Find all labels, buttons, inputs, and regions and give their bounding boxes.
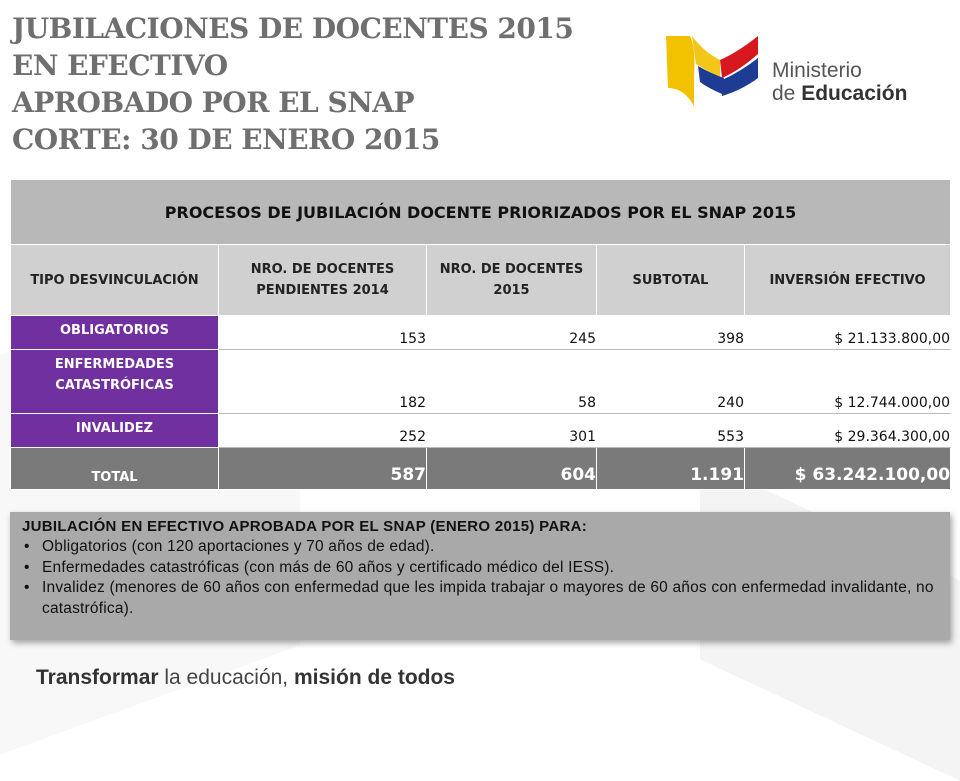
cell-subtotal: 240 bbox=[596, 349, 745, 414]
total-row: TOTAL 587 604 1.191 $ 63.242.100,00 bbox=[10, 447, 952, 490]
logo-prefix: de bbox=[772, 82, 802, 105]
approval-note-box: JUBILACIÓN EN EFECTIVO APROBADA POR EL S… bbox=[10, 512, 950, 640]
total-label: TOTAL bbox=[10, 447, 219, 490]
row-type: ENFERMEDADES CATASTRÓFICAS bbox=[10, 349, 219, 414]
table-row: ENFERMEDADES CATASTRÓFICAS 182 58 240 $ … bbox=[10, 349, 952, 414]
page-title: JUBILACIONES DE DOCENTES 2015 EN EFECTIV… bbox=[12, 10, 574, 158]
title-line: CORTE: 30 DE ENERO 2015 bbox=[12, 123, 440, 156]
row-type: INVALIDEZ bbox=[10, 413, 219, 448]
cell-pending-2014: 182 bbox=[218, 349, 427, 414]
total-subtotal: 1.191 bbox=[596, 447, 745, 490]
cell-docentes-2015: 245 bbox=[426, 315, 597, 350]
slogan-part1: Transformar bbox=[36, 666, 159, 689]
cell-docentes-2015: 301 bbox=[426, 413, 597, 448]
logo-text: Ministerio de Educación bbox=[772, 60, 907, 106]
total-docentes-2015: 604 bbox=[426, 447, 597, 490]
cell-subtotal: 553 bbox=[596, 413, 745, 448]
row-type: OBLIGATORIOS bbox=[10, 315, 219, 350]
title-line: APROBADO POR EL SNAP bbox=[12, 86, 415, 119]
slogan-part2: la educación, bbox=[158, 666, 294, 689]
total-investment: $ 63.242.100,00 bbox=[743, 447, 952, 490]
column-header-row: TIPO DESVINCULACIÓN NRO. DE DOCENTES PEN… bbox=[10, 244, 952, 316]
ministerio-educacion-logo: Ministerio de Educación bbox=[664, 30, 924, 120]
jubilaciones-table: PROCESOS DE JUBILACIÓN DOCENTE PRIORIZAD… bbox=[9, 179, 952, 490]
column-header: NRO. DE DOCENTES 2015 bbox=[426, 244, 597, 316]
column-header: NRO. DE DOCENTES PENDIENTES 2014 bbox=[218, 244, 427, 316]
footer-slogan: Transformar la educación, misión de todo… bbox=[36, 666, 455, 690]
note-item: Invalidez (menores de 60 años con enferm… bbox=[22, 578, 940, 619]
cell-pending-2014: 252 bbox=[218, 413, 427, 448]
note-item: Enfermedades catastróficas (con más de 6… bbox=[22, 558, 940, 579]
column-header: TIPO DESVINCULACIÓN bbox=[10, 244, 219, 316]
cell-docentes-2015: 58 bbox=[426, 349, 597, 414]
logo-text-line1: Ministerio bbox=[772, 59, 862, 82]
column-header: SUBTOTAL bbox=[596, 244, 745, 316]
cell-investment: $ 29.364.300,00 bbox=[743, 413, 952, 448]
title-line: EN EFECTIVO bbox=[12, 49, 228, 82]
logo-text-line2: de Educación bbox=[772, 82, 907, 106]
cell-investment: $ 12.744.000,00 bbox=[743, 349, 952, 414]
logo-bold: Educación bbox=[801, 82, 908, 105]
table-header: PROCESOS DE JUBILACIÓN DOCENTE PRIORIZAD… bbox=[9, 179, 952, 245]
table-row: OBLIGATORIOS 153 245 398 $ 21.133.800,00 bbox=[10, 315, 952, 350]
note-item: Obligatorios (con 120 aportaciones y 70 … bbox=[22, 537, 940, 558]
table-row: INVALIDEZ 252 301 553 $ 29.364.300,00 bbox=[10, 413, 952, 448]
title-line: JUBILACIONES DE DOCENTES 2015 bbox=[12, 12, 574, 45]
total-pending-2014: 587 bbox=[218, 447, 427, 490]
column-header: INVERSIÓN EFECTIVO bbox=[743, 244, 952, 316]
note-title: JUBILACIÓN EN EFECTIVO APROBADA POR EL S… bbox=[22, 518, 588, 535]
cell-subtotal: 398 bbox=[596, 315, 745, 350]
note-list: Obligatorios (con 120 aportaciones y 70 … bbox=[22, 537, 940, 619]
cell-investment: $ 21.133.800,00 bbox=[743, 315, 952, 350]
table-header-row: PROCESOS DE JUBILACIÓN DOCENTE PRIORIZAD… bbox=[9, 179, 952, 245]
slogan-part3: misión de todos bbox=[293, 666, 455, 689]
cell-pending-2014: 153 bbox=[218, 315, 427, 350]
flag-book-icon bbox=[666, 36, 758, 106]
